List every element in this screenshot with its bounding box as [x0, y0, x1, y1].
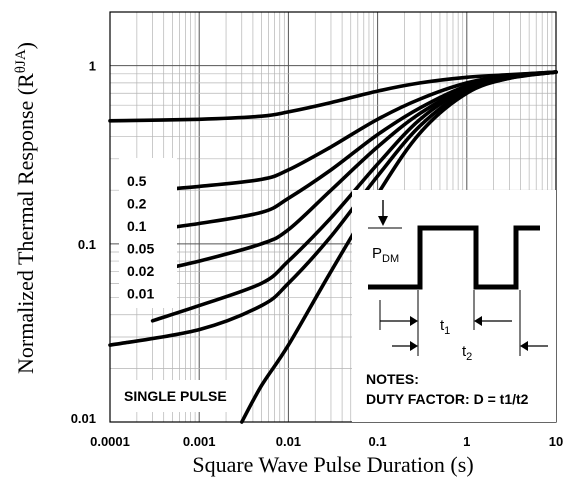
legend-label: 0.5	[127, 173, 147, 189]
t2-right-arrowhead	[520, 341, 528, 351]
curve-0-2	[150, 70, 558, 192]
x-tick-label: 0.01	[276, 434, 301, 449]
legend: 0.5 0.2 0.1 0.05 0.02 0.01	[127, 173, 154, 302]
pulse-waveform	[368, 225, 540, 290]
legend-label: 0.2	[127, 196, 147, 212]
legend-label: 0.05	[127, 241, 154, 257]
x-tick-label: 10	[549, 434, 563, 449]
y-tick-labels: 0.01 0.1 1	[71, 59, 96, 426]
single-pulse-label: SINGLE PULSE	[124, 388, 227, 404]
legend-label: 0.02	[127, 263, 154, 279]
x-tick-labels: 0.0001 0.001 0.01 0.1 1 10	[90, 434, 563, 449]
x-tick-label: 1	[463, 434, 470, 449]
t2-label: t2	[462, 343, 472, 363]
curve-0-5	[108, 70, 558, 123]
pdm-label: PDM	[372, 245, 399, 265]
pulse-inset: PDM t1 t2 NOTES: DUTY FACTOR: D = t1/t2	[352, 190, 556, 422]
t1-left-arrowhead	[410, 316, 418, 326]
y-axis-title: Normalized Thermal Response (RθJA)	[13, 42, 38, 374]
x-axis-title: Square Wave Pulse Duration (s)	[192, 452, 473, 477]
t2-left-arrowhead	[410, 341, 418, 351]
t1-label: t1	[440, 317, 450, 337]
x-tick-label: 0.1	[369, 434, 387, 449]
y-tick-label: 0.1	[78, 237, 96, 252]
legend-label: 0.1	[127, 218, 147, 234]
t1-right-arrowhead	[474, 316, 482, 326]
y-tick-label: 0.01	[71, 411, 96, 426]
single-pulse-background	[118, 380, 230, 412]
y-tick-label: 1	[89, 59, 96, 74]
legend-background	[119, 158, 177, 308]
legend-label: 0.01	[127, 286, 154, 302]
notes-label: NOTES:	[366, 371, 419, 387]
duty-factor-label: DUTY FACTOR: D = t1/t2	[366, 391, 529, 407]
pdm-arrowhead	[378, 216, 388, 226]
x-tick-label: 0.001	[183, 434, 216, 449]
x-tick-label: 0.0001	[90, 434, 130, 449]
